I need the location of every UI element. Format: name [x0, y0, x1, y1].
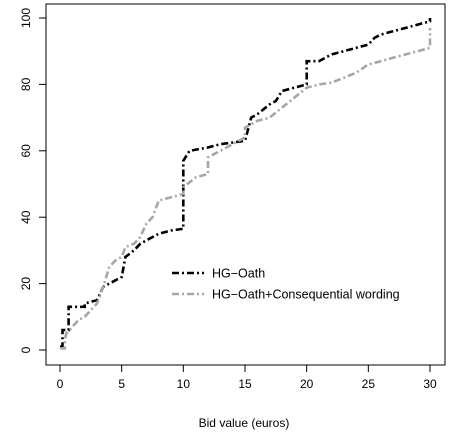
plot-frame: [45, 3, 446, 366]
x-tick-label: 25: [362, 377, 376, 391]
x-tick-label: 15: [238, 377, 252, 391]
y-axis: 0 20 40 60 80 100: [19, 8, 47, 353]
x-tick-label: 0: [57, 377, 64, 391]
x-tick-label: 20: [300, 377, 314, 391]
series-line-1: [60, 18, 432, 348]
y-tick-label: 100: [19, 8, 33, 28]
x-tick-label: 30: [423, 377, 437, 391]
series-layer: [60, 18, 432, 350]
y-tick-label: 80: [19, 77, 33, 91]
x-axis: 0 5 10 15 20 25 30: [57, 364, 437, 391]
legend: HG−Oath HG−Oath+Consequential wording: [172, 267, 400, 302]
legend-label-2: HG−Oath+Consequential wording: [212, 288, 400, 302]
y-tick-label: 0: [19, 346, 33, 353]
y-tick-label: 40: [19, 210, 33, 224]
x-tick-label: 10: [177, 377, 191, 391]
x-axis-title: Bid value (euros): [199, 416, 290, 430]
y-tick-label: 60: [19, 144, 33, 158]
legend-label-1: HG−Oath: [212, 267, 265, 281]
series-line-2: [60, 28, 432, 350]
y-tick-label: 20: [19, 277, 33, 291]
x-tick-label: 5: [118, 377, 125, 391]
